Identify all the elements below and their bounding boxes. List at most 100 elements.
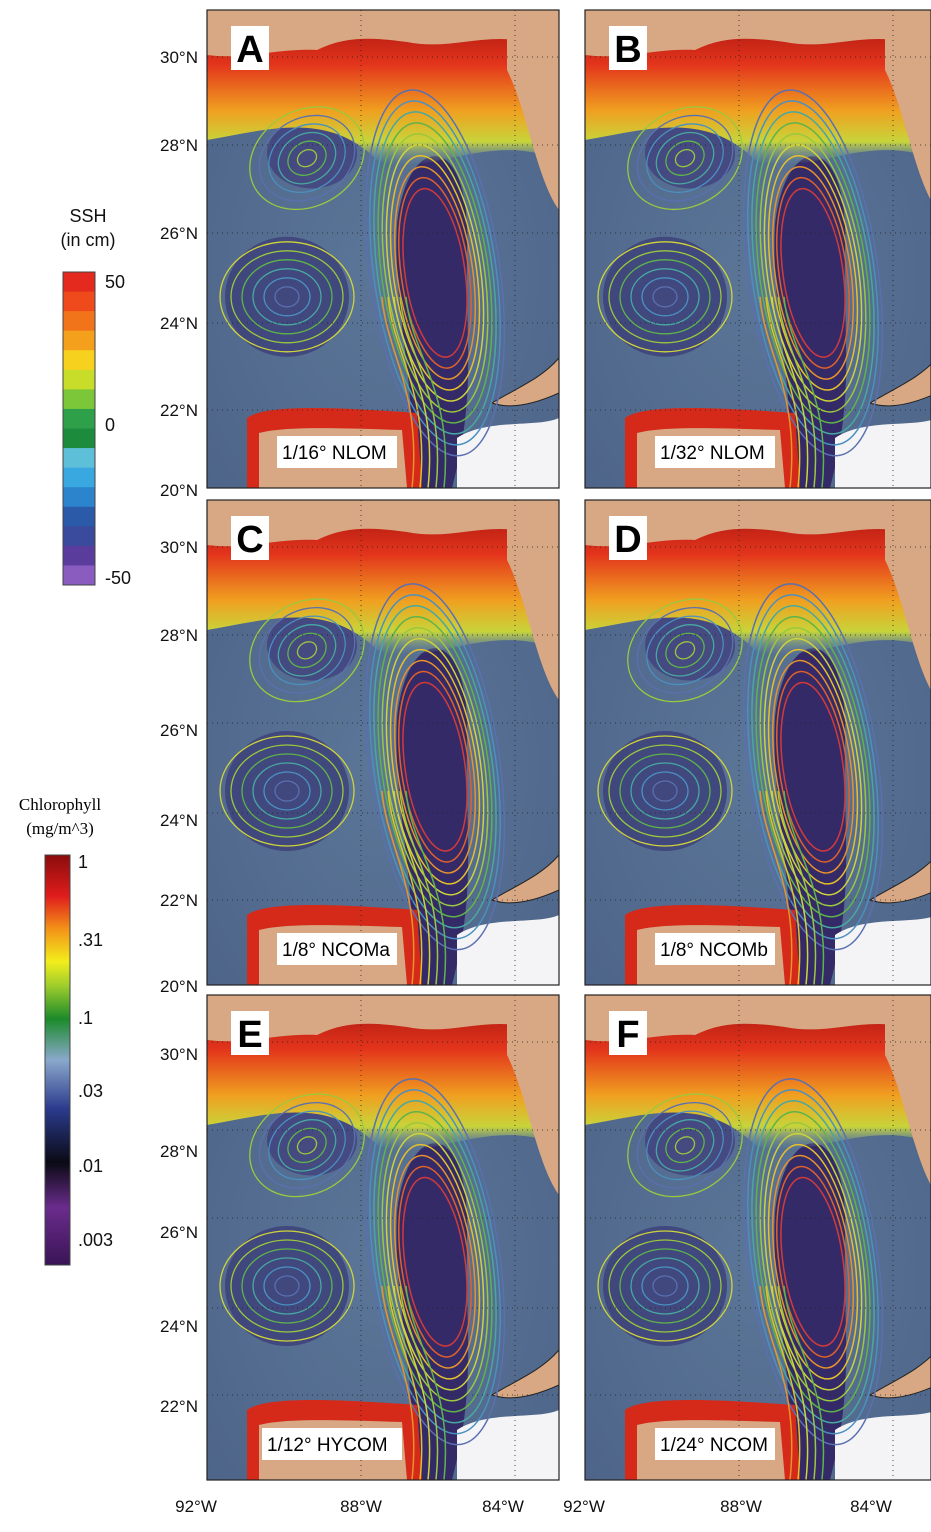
ssh-contour	[381, 296, 415, 488]
ssh-contour	[399, 790, 439, 985]
ssh-contour	[776, 176, 850, 369]
ssh-contour	[287, 1127, 327, 1164]
ssh-contour	[780, 681, 846, 852]
panel-label: 1/8° NCOMb	[660, 940, 768, 961]
ssh-color-step	[63, 487, 95, 508]
map-content	[585, 500, 931, 985]
ssh-contour	[405, 1285, 447, 1480]
ssh-contour	[674, 1136, 696, 1155]
ssh-contour	[747, 1089, 879, 1435]
latitude-label: 24°N	[160, 314, 198, 333]
label-box	[655, 1428, 775, 1460]
ssh-contour	[771, 165, 855, 380]
ssh-contour	[230, 250, 344, 344]
ssh-contour	[230, 1239, 344, 1333]
ssh-contour	[263, 1266, 311, 1306]
ssh-contour	[742, 89, 884, 457]
ssh-contour	[765, 1285, 801, 1480]
longitude-label: 88°W	[340, 1497, 382, 1516]
loop-current-core	[396, 156, 469, 488]
ssh-contour	[258, 1101, 356, 1189]
ssh-contour	[398, 1165, 472, 1358]
ssh-contour	[387, 1285, 423, 1480]
low-chlorophyll	[225, 236, 349, 357]
latitude-label: 24°N	[160, 811, 198, 830]
ssh-contour	[398, 670, 472, 863]
ssh-contour	[393, 296, 431, 488]
panel-label: 1/32° NLOM	[660, 443, 765, 464]
loop-current-core	[396, 1143, 469, 1480]
ssh-contour	[263, 277, 311, 317]
letter-box	[231, 516, 269, 560]
cuba-land	[868, 1355, 931, 1399]
panel-letter: A	[236, 29, 263, 71]
ssh-contour	[783, 296, 825, 488]
ssh-contour	[627, 106, 743, 211]
ssh-contour	[771, 296, 809, 488]
loop-current-core	[396, 648, 469, 985]
ssh-contour	[219, 241, 355, 353]
panel-frame	[206, 994, 560, 1481]
ssh-contour	[619, 259, 711, 335]
chlorophyll-title: (mg/m^3)	[26, 819, 93, 838]
panel-frame	[584, 9, 931, 489]
ssh-contour	[780, 1176, 846, 1347]
map-content	[585, 10, 931, 488]
ssh-color-step	[63, 565, 95, 586]
ssh-contour	[759, 1285, 793, 1480]
ssh-contour	[742, 583, 884, 951]
chlorophyll-tick-label: .03	[78, 1081, 103, 1101]
map-panel: B 1/32° NLOM	[584, 9, 931, 489]
ssh-color-step	[63, 350, 95, 371]
ssh-contour	[755, 1110, 871, 1413]
ssh-contour	[258, 606, 356, 694]
panel-label: 1/16° NLOM	[282, 443, 387, 464]
ssh-contour	[252, 1257, 322, 1315]
panel-label: 1/8° NCOMa	[282, 940, 390, 961]
panel-letter: C	[236, 519, 263, 561]
low-chlorophyll	[267, 118, 357, 189]
ssh-contour	[777, 1285, 817, 1480]
ssh-color-step	[63, 506, 95, 527]
ssh-contour	[646, 1110, 724, 1181]
label-box	[277, 933, 397, 965]
ssh-contour	[759, 790, 793, 985]
latitude-label: 22°N	[160, 1397, 198, 1416]
ssh-color-step	[63, 389, 95, 410]
ssh-contour	[241, 753, 333, 829]
ssh-contour	[742, 1078, 884, 1446]
ssh-contour	[241, 1248, 333, 1324]
panel-label: 1/24° NCOM	[660, 1435, 768, 1456]
label-box	[655, 436, 775, 468]
florida-land	[885, 995, 931, 1186]
ssh-contour	[277, 131, 337, 185]
ssh-contour	[771, 1154, 855, 1369]
cuba-land	[490, 1349, 559, 1399]
cuba-land	[868, 860, 931, 904]
ssh-color-step	[63, 330, 95, 351]
ssh-contour	[771, 790, 809, 985]
ssh-contour	[759, 133, 867, 413]
ssh-contour	[387, 296, 423, 488]
ssh-contour	[751, 1100, 875, 1424]
map-panel: E 1/12° HYCOM	[206, 994, 560, 1481]
ssh-contour	[381, 626, 489, 907]
ssh-contour	[268, 1110, 346, 1181]
ssh-contour	[252, 762, 322, 820]
north-coast-land	[207, 995, 559, 1042]
ssh-contour	[399, 296, 439, 488]
longitude-label: 92°W	[175, 1497, 217, 1516]
ssh-contour	[767, 648, 859, 885]
cuba-land	[490, 357, 559, 407]
ssh-colorbar-frame	[62, 271, 96, 586]
low-chlorophyll	[267, 1105, 357, 1176]
ssh-contour	[393, 790, 431, 985]
latitude-label: 30°N	[160, 538, 198, 557]
ssh-contour	[630, 268, 700, 326]
letter-box	[609, 1011, 647, 1055]
ssh-title: SSH	[69, 206, 106, 226]
ssh-contour	[777, 296, 817, 488]
loop-current-core	[774, 156, 847, 488]
latitude-label: 26°N	[160, 224, 198, 243]
loop-current-core	[774, 648, 847, 985]
